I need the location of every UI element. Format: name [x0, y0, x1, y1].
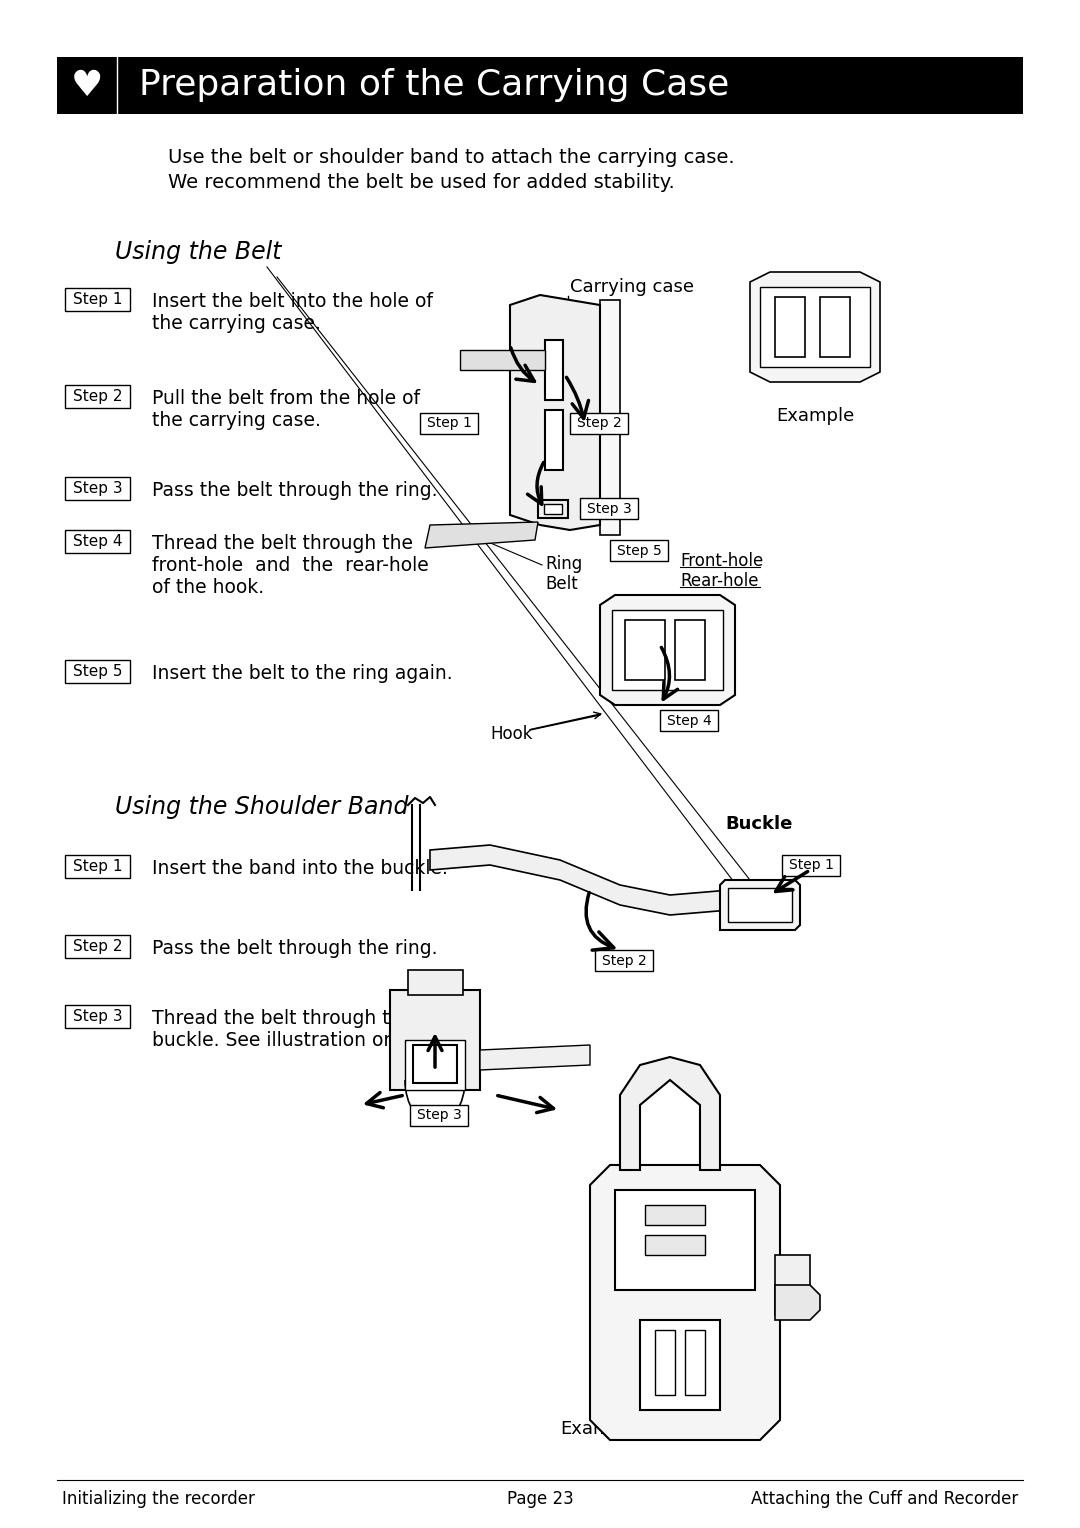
Bar — [654, 1329, 675, 1395]
Bar — [545, 410, 563, 471]
Text: Thread the belt through the: Thread the belt through the — [152, 533, 413, 553]
Bar — [410, 1105, 468, 1126]
Bar — [570, 413, 627, 434]
Polygon shape — [612, 610, 723, 691]
Text: ♥: ♥ — [71, 69, 104, 102]
Bar — [65, 1005, 130, 1028]
Text: Insert the belt into the hole of: Insert the belt into the hole of — [152, 292, 433, 312]
Polygon shape — [480, 1045, 590, 1070]
Text: Using the Shoulder Band: Using the Shoulder Band — [114, 795, 408, 819]
Polygon shape — [460, 350, 545, 370]
Text: Insert the band into the buckle.: Insert the band into the buckle. — [152, 859, 448, 879]
Polygon shape — [426, 523, 538, 549]
Text: Hook: Hook — [490, 724, 532, 743]
Bar — [65, 935, 130, 958]
Text: Step 5: Step 5 — [72, 665, 122, 678]
Text: Step 3: Step 3 — [72, 1008, 122, 1024]
Text: Step 4: Step 4 — [666, 714, 712, 727]
Bar — [57, 57, 117, 115]
Text: Attaching the Cuff and Recorder: Attaching the Cuff and Recorder — [751, 1490, 1018, 1508]
Bar — [65, 477, 130, 500]
Text: Step 1: Step 1 — [427, 417, 472, 431]
Polygon shape — [750, 272, 880, 382]
Text: Using the Belt: Using the Belt — [114, 240, 282, 264]
Text: We recommend the belt be used for added stability.: We recommend the belt be used for added … — [168, 173, 675, 193]
Text: buckle. See illustration on right.: buckle. See illustration on right. — [152, 1031, 451, 1050]
Text: Insert the belt to the ring again.: Insert the belt to the ring again. — [152, 665, 453, 683]
Bar — [420, 413, 478, 434]
Bar — [65, 385, 130, 408]
Bar — [390, 990, 480, 1089]
Text: Step 2: Step 2 — [72, 390, 122, 403]
Polygon shape — [775, 1285, 820, 1320]
Bar — [538, 500, 568, 518]
Bar — [640, 1320, 720, 1410]
Bar — [65, 287, 130, 312]
Bar — [685, 1329, 705, 1395]
Text: Step 2: Step 2 — [72, 940, 122, 953]
Bar — [405, 1041, 465, 1089]
Bar — [413, 1045, 457, 1083]
Text: Thread the belt through the: Thread the belt through the — [152, 1008, 413, 1028]
Bar — [65, 530, 130, 553]
Text: Buckle: Buckle — [725, 814, 793, 833]
Bar — [775, 296, 805, 358]
Polygon shape — [760, 287, 870, 367]
Text: Step 3: Step 3 — [417, 1108, 461, 1123]
Bar — [544, 504, 562, 513]
Bar — [820, 296, 850, 358]
Text: Use the belt or shoulder band to attach the carrying case.: Use the belt or shoulder band to attach … — [168, 148, 734, 167]
Text: front-hole  and  the  rear-hole: front-hole and the rear-hole — [152, 556, 429, 575]
Text: the carrying case.: the carrying case. — [152, 411, 321, 429]
Polygon shape — [600, 594, 735, 704]
Polygon shape — [590, 1164, 780, 1439]
Text: Step 2: Step 2 — [577, 417, 621, 431]
Bar — [65, 660, 130, 683]
Bar — [408, 970, 463, 995]
Text: Step 1: Step 1 — [72, 292, 122, 307]
Bar — [728, 888, 792, 921]
Polygon shape — [720, 880, 800, 931]
Text: Front-hole: Front-hole — [680, 552, 764, 570]
Text: Preparation of the Carrying Case: Preparation of the Carrying Case — [139, 69, 729, 102]
Text: Step 3: Step 3 — [586, 501, 632, 515]
Bar — [65, 856, 130, 879]
Bar — [660, 711, 718, 730]
Text: Pass the belt through the ring.: Pass the belt through the ring. — [152, 940, 437, 958]
Text: Carrying case: Carrying case — [570, 278, 694, 296]
Bar — [645, 1206, 705, 1225]
Text: Pull the belt from the hole of: Pull the belt from the hole of — [152, 390, 420, 408]
Polygon shape — [430, 845, 770, 920]
Text: Belt: Belt — [545, 575, 578, 593]
Bar — [610, 539, 669, 561]
Text: the carrying case.: the carrying case. — [152, 313, 321, 333]
Bar — [645, 1235, 705, 1254]
Text: Pass the belt through the ring.: Pass the belt through the ring. — [152, 481, 437, 500]
Polygon shape — [620, 1057, 720, 1170]
Bar — [782, 856, 840, 876]
Text: Step 5: Step 5 — [617, 544, 661, 558]
Polygon shape — [600, 299, 620, 535]
Text: Example: Example — [561, 1420, 638, 1438]
Bar — [625, 620, 665, 680]
Bar — [675, 620, 705, 680]
Bar — [595, 950, 653, 970]
Bar — [57, 57, 1023, 115]
Text: Example: Example — [775, 406, 854, 425]
Bar — [615, 1190, 755, 1290]
Bar — [545, 341, 563, 400]
Bar — [775, 1254, 810, 1316]
Text: of the hook.: of the hook. — [152, 578, 265, 597]
Bar — [580, 498, 638, 520]
Text: Rear-hole: Rear-hole — [680, 571, 758, 590]
Text: Step 3: Step 3 — [72, 481, 122, 497]
Text: Step 1: Step 1 — [788, 859, 834, 872]
Text: Ring: Ring — [545, 555, 582, 573]
Text: Step 4: Step 4 — [72, 533, 122, 549]
Text: Step 1: Step 1 — [72, 859, 122, 874]
Text: Initializing the recorder: Initializing the recorder — [62, 1490, 255, 1508]
Text: Step 2: Step 2 — [602, 953, 646, 967]
Polygon shape — [510, 295, 600, 530]
Text: Page 23: Page 23 — [507, 1490, 573, 1508]
